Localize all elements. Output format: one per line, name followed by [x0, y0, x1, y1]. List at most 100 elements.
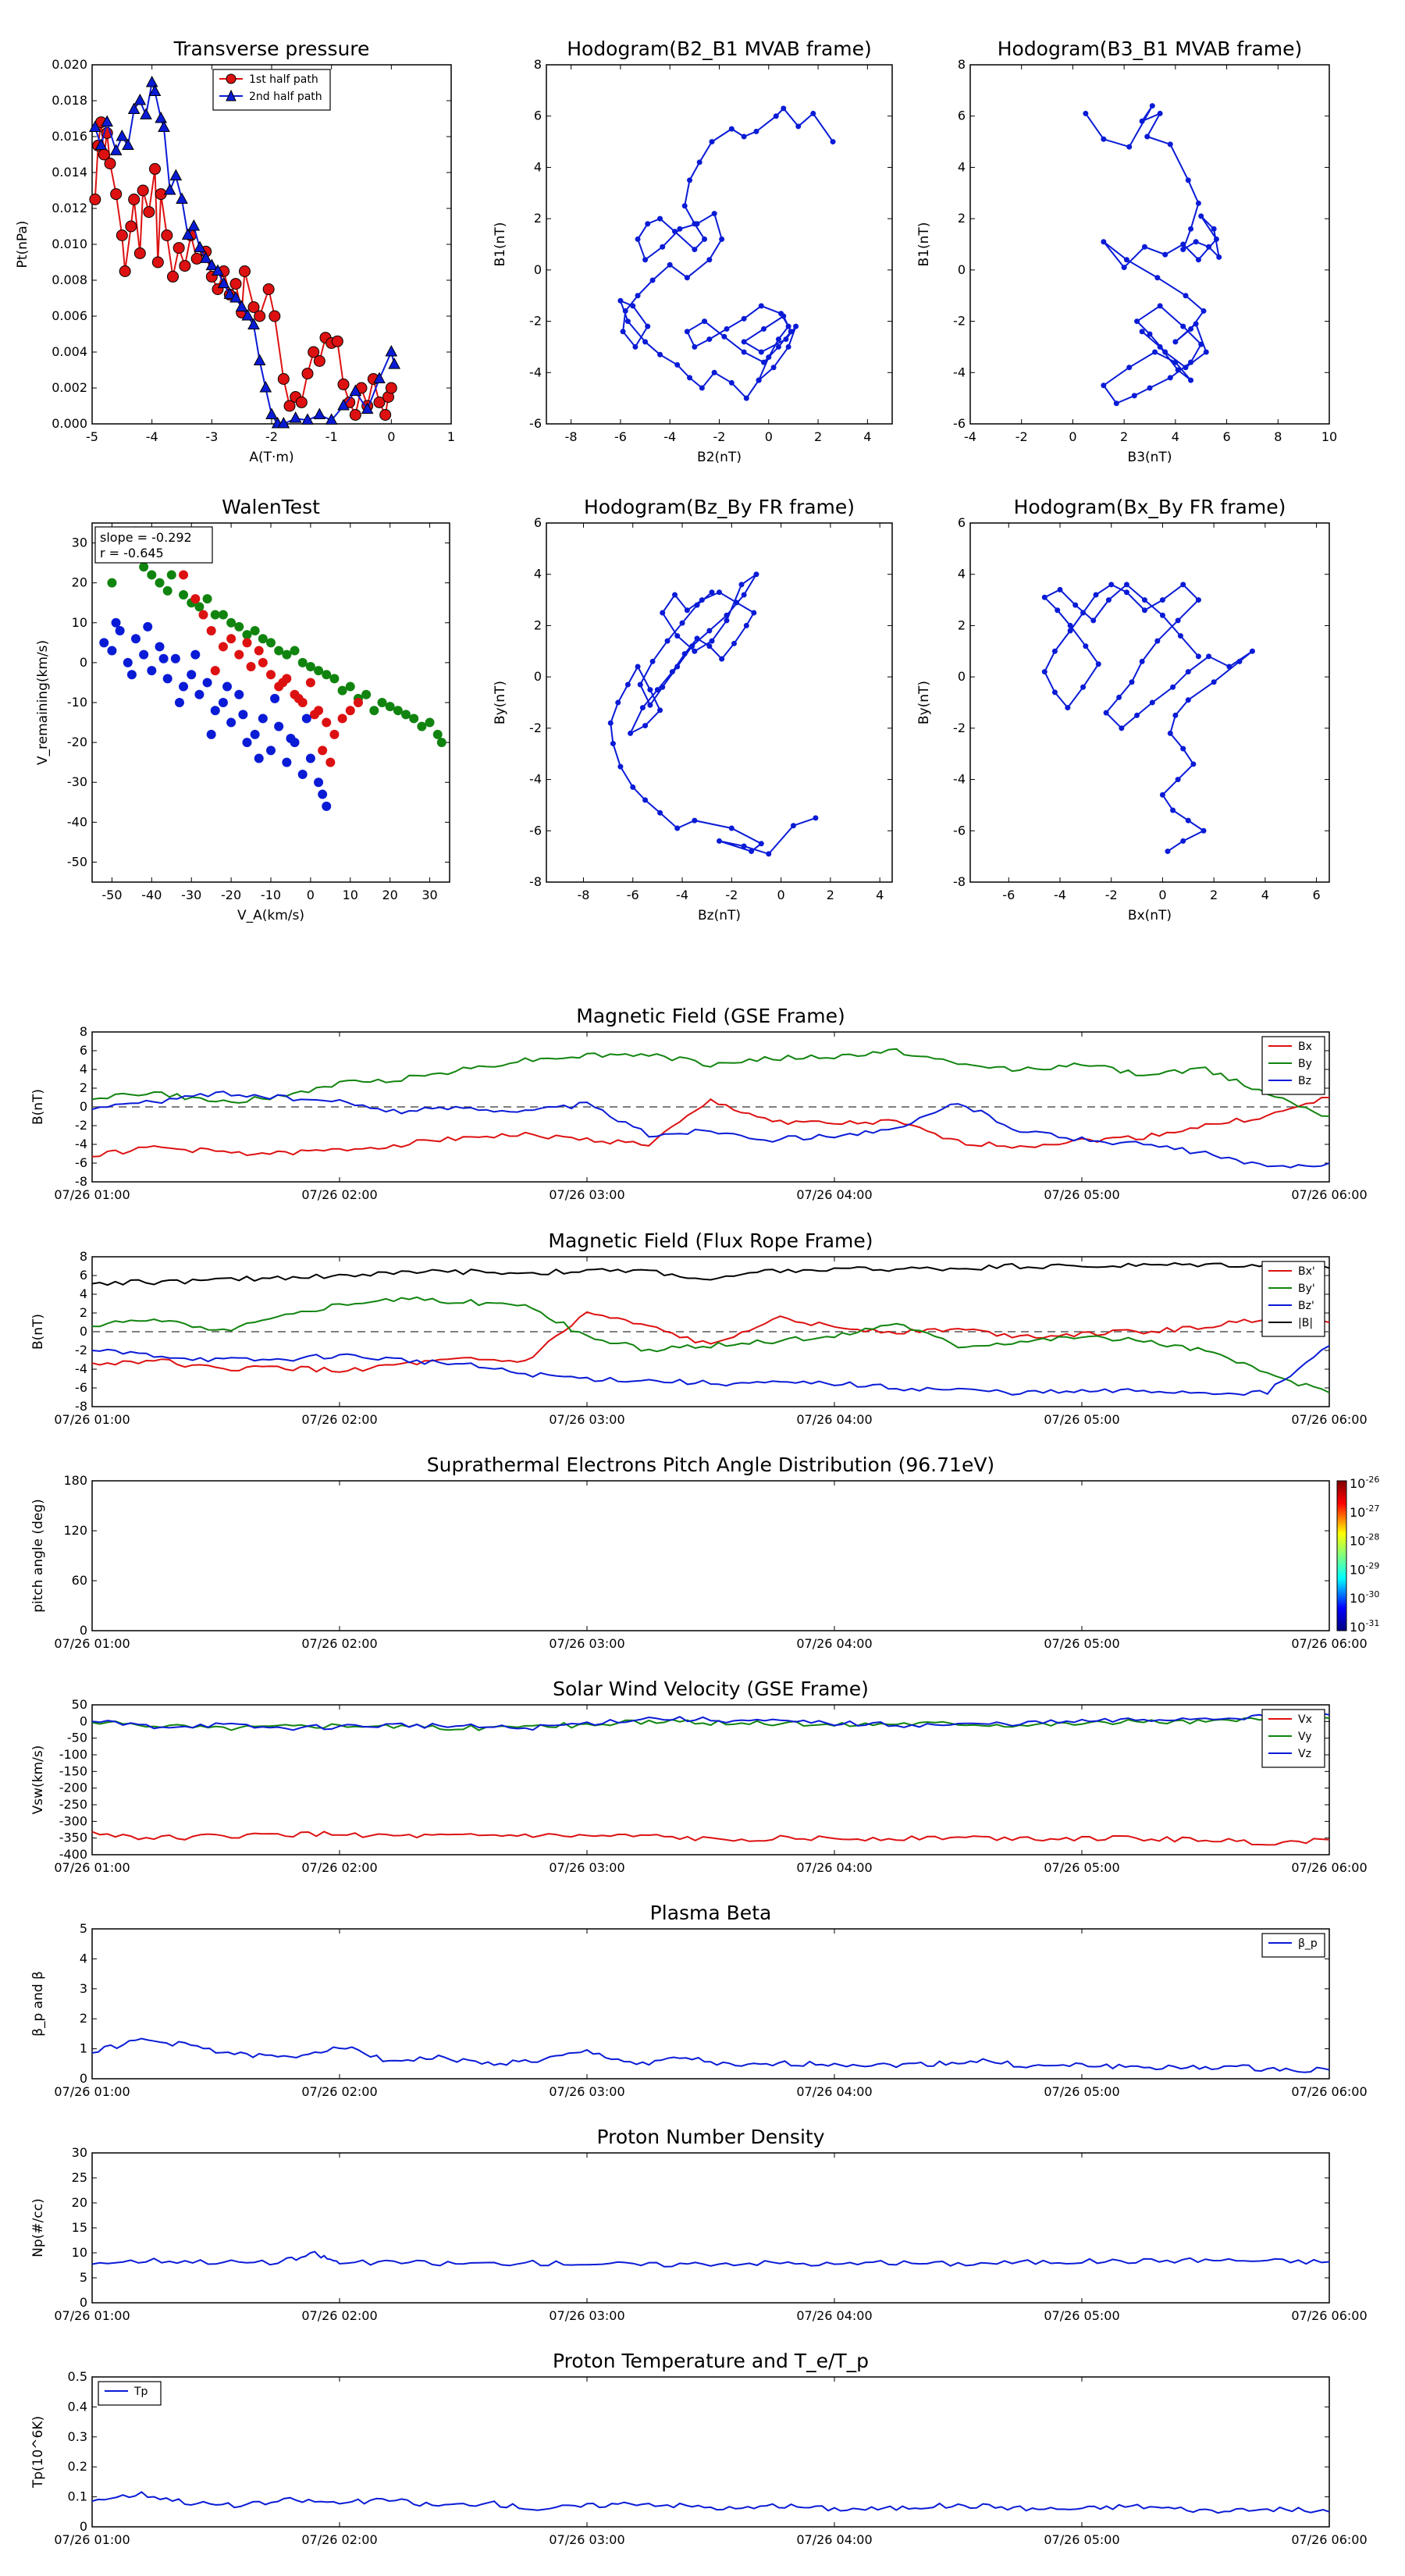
y-tick-label: 2 [958, 617, 966, 632]
y-tick-label: 0.3 [68, 2429, 87, 2444]
x-axis-label: B2(nT) [697, 450, 742, 465]
data-point [830, 139, 836, 145]
y-axis-label: B(nT) [30, 1089, 46, 1125]
series-line-Bz [91, 1091, 1330, 1169]
data-point [642, 723, 649, 729]
legend-label: β_p [1298, 1937, 1318, 1950]
data-point [253, 354, 266, 365]
y-axis-label: By(nT) [493, 681, 508, 724]
data-point [1113, 400, 1119, 407]
x-tick-label: 07/26 01:00 [54, 2084, 130, 2099]
x-tick-label: 2 [1120, 429, 1128, 444]
data-point [258, 634, 268, 644]
x-tick-label: 07/26 04:00 [796, 2532, 872, 2547]
y-axis-label: Tp(10^6K) [30, 2416, 46, 2489]
data-point [1203, 349, 1209, 355]
y-axis-label: β_p and β [30, 1971, 46, 2037]
data-point [325, 413, 338, 425]
data-point [669, 669, 675, 675]
y-tick-label: -4 [529, 772, 542, 787]
data-point [728, 126, 735, 132]
chart-title: Transverse pressure [173, 37, 370, 60]
data-point [190, 649, 201, 660]
y-tick-label: 0 [80, 2295, 87, 2310]
x-tick-label: 07/26 05:00 [1044, 1187, 1119, 1202]
data-point [269, 310, 281, 322]
data-point [170, 653, 180, 664]
data-point [301, 413, 314, 425]
plot-frame [546, 64, 893, 425]
data-point [128, 194, 140, 205]
x-tick-label: 4 [863, 429, 871, 444]
data-point [314, 666, 324, 676]
data-point [1170, 807, 1176, 813]
x-tick-label: -4 [663, 429, 676, 444]
legend-label: 1st half path [249, 73, 318, 86]
data-point [677, 226, 683, 232]
data-point [692, 817, 698, 824]
chart-walen: WalenTest -50 -40 -30 -20 -10 0 10 20 30 -50 -40 -30… [35, 496, 450, 923]
legend-marker [226, 89, 237, 101]
data-point [293, 693, 304, 703]
data-point [617, 297, 624, 304]
data-point [301, 713, 311, 724]
data-point [190, 594, 201, 604]
data-point [645, 221, 651, 227]
data-point [1200, 827, 1207, 834]
data-point [361, 402, 374, 415]
data-point [110, 188, 123, 201]
data-point [246, 662, 256, 671]
data-point [206, 729, 216, 739]
x-tick-label: 6 [1312, 888, 1320, 902]
x-axis-label: V_A(km/s) [237, 908, 304, 923]
data-point [1072, 602, 1079, 608]
data-point [1149, 699, 1155, 706]
data-point [642, 339, 649, 345]
data-point [660, 610, 666, 616]
data-point [432, 729, 443, 739]
y-tick-label: 8 [80, 1024, 87, 1039]
data-point [1139, 329, 1145, 335]
data-point [205, 258, 219, 271]
x-tick-label: 07/26 06:00 [1291, 2308, 1367, 2323]
data-point [1103, 710, 1109, 716]
data-point [1180, 838, 1186, 844]
data-point [674, 664, 681, 670]
data-point [125, 220, 137, 233]
data-point [741, 339, 747, 345]
data-point [1051, 648, 1058, 654]
legend-label: By [1298, 1058, 1312, 1070]
data-point [140, 108, 152, 119]
y-tick-label: 0 [80, 1713, 87, 1728]
data-point [615, 699, 621, 706]
x-tick-label: -6 [614, 429, 627, 444]
data-point [133, 247, 146, 259]
data-point [241, 308, 254, 321]
data-point [694, 221, 700, 227]
data-point [409, 713, 419, 724]
data-point [1198, 341, 1204, 347]
y-tick-label: 4 [958, 567, 966, 582]
data-point [169, 169, 183, 181]
y-tick-label: 10 [72, 615, 87, 630]
y-axis-label: V_remaining(km/s) [35, 640, 51, 765]
data-point [262, 283, 275, 295]
data-point [788, 329, 794, 335]
x-axis-label: B3(nT) [1128, 450, 1172, 465]
y-tick-label: -350 [59, 1831, 87, 1845]
y-tick-label: 6 [534, 515, 542, 530]
x-tick-label: 07/26 04:00 [796, 1636, 872, 1651]
data-point [1185, 817, 1191, 824]
plot-frame [91, 522, 450, 883]
y-tick-label: 4 [80, 1062, 87, 1076]
data-point [313, 355, 325, 367]
colorbar-bar [1336, 1480, 1347, 1631]
data-point [194, 602, 205, 612]
series-line-β_p [91, 2037, 1330, 2073]
x-tick-label: 07/26 02:00 [301, 2532, 377, 2547]
data-point [1175, 777, 1181, 783]
x-tick-label: -20 [221, 888, 241, 902]
y-tick-label: 6 [958, 109, 966, 123]
hodogram-path [1043, 583, 1254, 852]
y-tick-label: 4 [80, 1951, 87, 1966]
